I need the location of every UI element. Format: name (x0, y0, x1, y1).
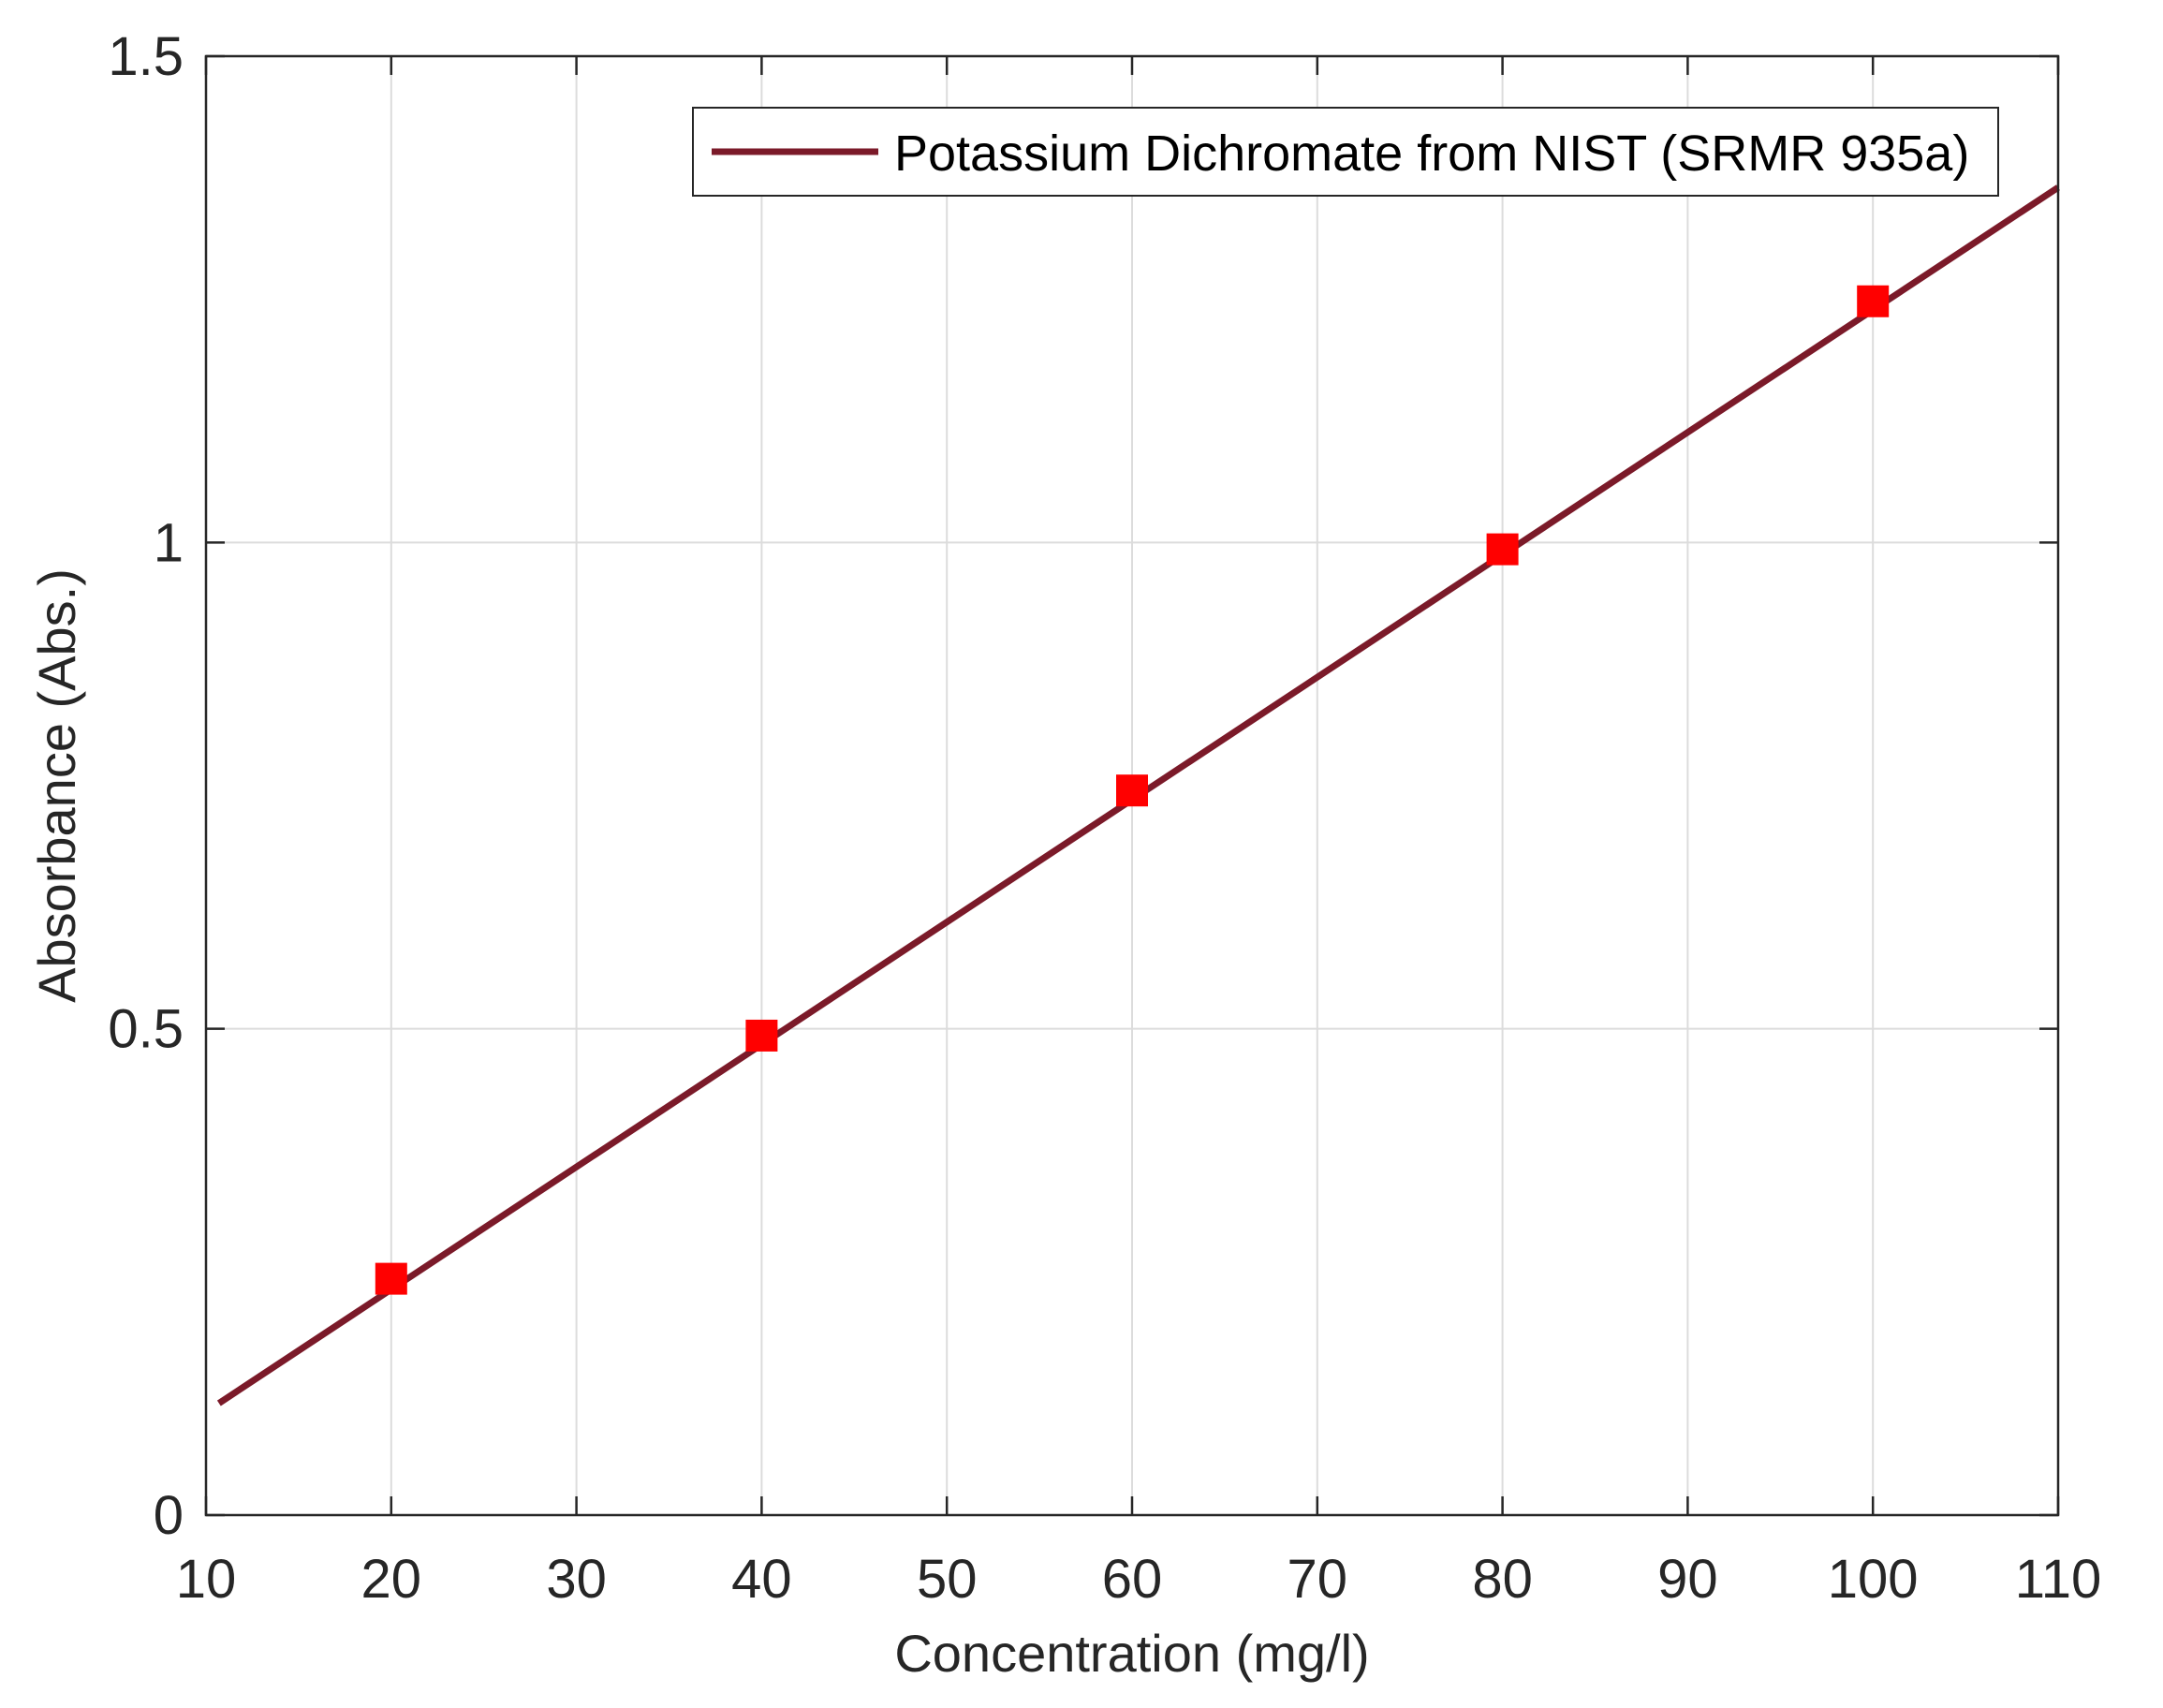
x-tick-label: 90 (1657, 1549, 1718, 1610)
y-tick-label: 1 (154, 512, 184, 573)
x-tick-label: 100 (1828, 1549, 1919, 1610)
y-tick-label: 1.5 (108, 26, 184, 87)
data-point-marker (1857, 285, 1890, 317)
x-axis-title: Concentration (mg/l) (894, 1624, 1369, 1683)
y-axis-title: Absorbance (Abs.) (27, 568, 86, 1003)
legend: Potassium Dichromate from NIST (SRMR 935… (692, 107, 1999, 197)
data-point-marker (375, 1262, 407, 1295)
data-point-marker (1486, 533, 1519, 566)
legend-box (692, 107, 1999, 197)
x-tick-label: 60 (1102, 1549, 1163, 1610)
axis-ticks (204, 54, 2060, 1517)
legend-label: Potassium Dichromate from NIST (SRMR 935… (894, 125, 1969, 182)
y-tick-labels: 0 0.5 1 1.5 (108, 26, 184, 1546)
x-tick-label: 50 (917, 1549, 978, 1610)
data-point-marker (745, 1019, 778, 1052)
x-tick-label: 70 (1288, 1549, 1348, 1610)
y-tick-label: 0 (154, 1485, 184, 1546)
x-tick-labels: 10 20 30 40 50 60 70 80 90 100 110 (176, 1549, 2101, 1610)
data-series (216, 184, 2060, 1406)
x-tick-label: 80 (1472, 1549, 1533, 1610)
x-tick-label: 40 (731, 1549, 792, 1610)
x-tick-label: 110 (2015, 1549, 2101, 1610)
x-tick-label: 20 (361, 1549, 422, 1610)
data-point-marker (1116, 774, 1148, 807)
x-tick-label: 10 (176, 1549, 237, 1610)
y-tick-label: 0.5 (108, 999, 184, 1060)
x-tick-label: 30 (546, 1549, 607, 1610)
